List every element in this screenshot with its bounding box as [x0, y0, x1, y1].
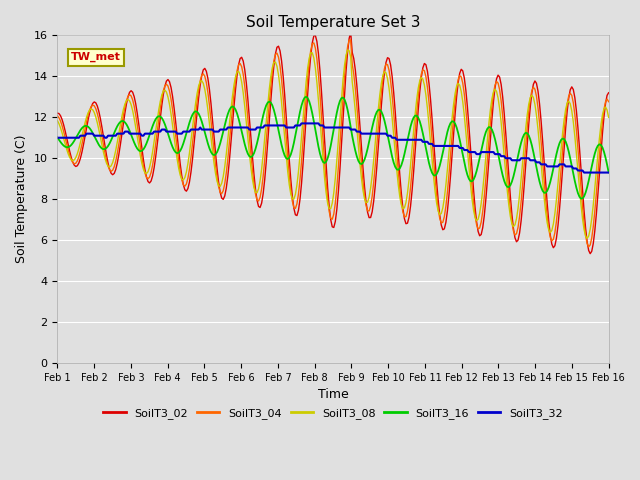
SoilT3_04 [54, 113, 61, 119]
Line: SoilT3_08: SoilT3_08 [58, 50, 609, 239]
SoilT3_16 [54, 135, 61, 141]
SoilT3_32 [54, 135, 61, 141]
Line: SoilT3_02: SoilT3_02 [58, 32, 609, 253]
Line: SoilT3_04: SoilT3_04 [58, 40, 609, 247]
SoilT3_16 [575, 194, 583, 200]
SoilT3_16 [294, 117, 302, 122]
Title: Soil Temperature Set 3: Soil Temperature Set 3 [246, 15, 420, 30]
SoilT3_08 [605, 115, 612, 120]
SoilT3_32 [580, 169, 588, 175]
SoilT3_16 [246, 153, 253, 159]
SoilT3_02 [121, 110, 129, 116]
SoilT3_08 [344, 47, 351, 53]
SoilT3_16 [577, 196, 585, 202]
SoilT3_04 [605, 99, 612, 105]
SoilT3_32 [605, 169, 612, 175]
SoilT3_16 [605, 169, 612, 175]
SoilT3_08 [583, 236, 591, 241]
Y-axis label: Soil Temperature (C): Soil Temperature (C) [15, 135, 28, 264]
SoilT3_32 [246, 127, 253, 132]
SoilT3_16 [302, 94, 310, 100]
SoilT3_04 [294, 191, 302, 197]
SoilT3_16 [218, 135, 225, 141]
SoilT3_02 [54, 110, 61, 116]
SoilT3_32 [236, 125, 244, 131]
SoilT3_02 [347, 29, 355, 35]
Line: SoilT3_32: SoilT3_32 [58, 123, 609, 172]
SoilT3_08 [218, 180, 225, 186]
SoilT3_08 [54, 118, 61, 123]
X-axis label: Time: Time [317, 388, 348, 401]
SoilT3_32 [218, 127, 225, 132]
SoilT3_32 [298, 120, 305, 126]
SoilT3_04 [347, 37, 355, 43]
Text: TW_met: TW_met [71, 52, 121, 62]
SoilT3_02 [218, 195, 225, 201]
SoilT3_04 [121, 104, 129, 110]
SoilT3_02 [586, 251, 594, 256]
SoilT3_04 [585, 244, 593, 250]
SoilT3_08 [236, 72, 244, 78]
SoilT3_16 [121, 120, 129, 125]
Line: SoilT3_16: SoilT3_16 [58, 97, 609, 199]
SoilT3_32 [575, 168, 583, 173]
SoilT3_16 [236, 122, 244, 128]
SoilT3_32 [121, 129, 129, 134]
SoilT3_02 [246, 114, 253, 120]
SoilT3_08 [246, 150, 253, 156]
SoilT3_04 [236, 60, 244, 66]
SoilT3_04 [575, 165, 583, 171]
SoilT3_02 [605, 90, 612, 96]
SoilT3_04 [218, 191, 225, 196]
SoilT3_08 [294, 169, 302, 175]
SoilT3_02 [575, 145, 583, 151]
SoilT3_04 [246, 132, 253, 138]
SoilT3_08 [575, 185, 583, 191]
SoilT3_02 [236, 56, 244, 61]
SoilT3_02 [294, 207, 302, 213]
SoilT3_08 [121, 101, 129, 107]
SoilT3_32 [294, 122, 302, 128]
Legend: SoilT3_02, SoilT3_04, SoilT3_08, SoilT3_16, SoilT3_32: SoilT3_02, SoilT3_04, SoilT3_08, SoilT3_… [99, 403, 567, 423]
